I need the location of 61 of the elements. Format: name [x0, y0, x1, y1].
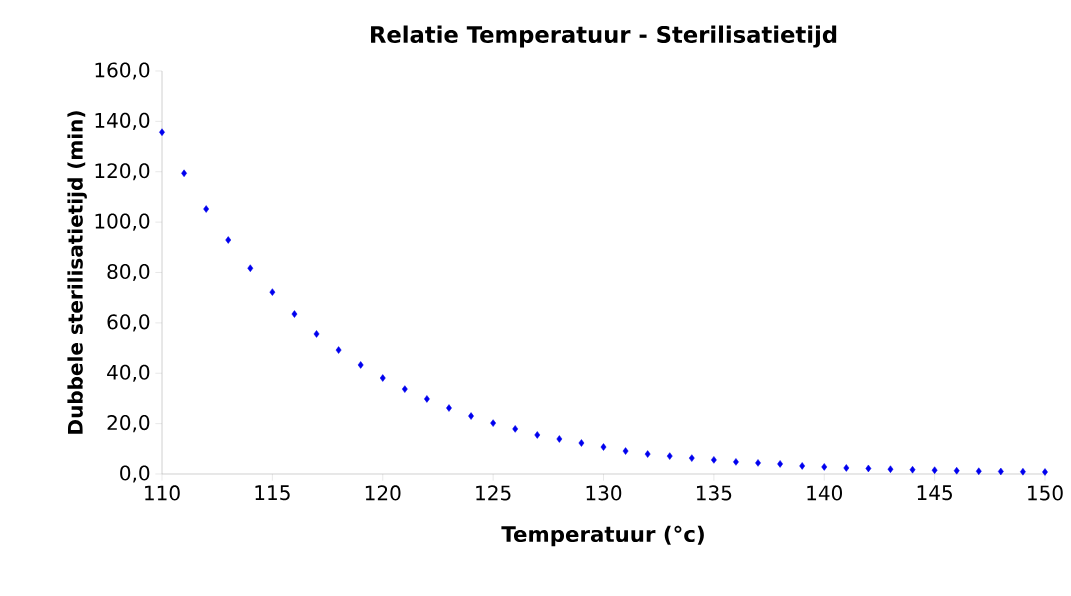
point — [600, 443, 607, 451]
y-tick-label: 120,0 — [95, 163, 150, 181]
point — [225, 236, 232, 244]
y-tick-label: 20,0 — [107, 415, 150, 433]
point — [159, 128, 165, 136]
point — [931, 466, 938, 474]
y-tick-label: 80,0 — [107, 263, 150, 282]
x-axis-title: Temperatuur (°c) — [501, 525, 704, 547]
point — [203, 205, 210, 213]
point — [666, 452, 673, 460]
y-tick-label: 40,0 — [107, 364, 150, 382]
x-tick-label: 145 — [917, 485, 952, 501]
x-tick-label: 130 — [586, 485, 622, 501]
point — [335, 346, 342, 354]
point — [534, 431, 541, 439]
point — [269, 288, 276, 296]
y-tick-label: 160,0 — [95, 62, 150, 80]
x-tick-label: 135 — [696, 485, 732, 501]
point — [997, 467, 1004, 476]
point — [357, 361, 364, 369]
point — [909, 465, 916, 474]
point — [556, 435, 563, 443]
x-tick-label: 115 — [255, 485, 290, 501]
point — [1042, 468, 1048, 476]
point — [821, 463, 828, 471]
point — [887, 465, 894, 473]
point — [313, 330, 320, 338]
y-tick-label: 140,0 — [95, 112, 150, 130]
point — [975, 467, 982, 475]
x-tick-label: 120 — [365, 485, 401, 501]
point — [843, 464, 850, 472]
point — [733, 458, 739, 466]
point — [777, 460, 783, 468]
x-tick-label: 150 — [1028, 485, 1063, 501]
point — [379, 374, 386, 382]
x-tick-label: 140 — [807, 485, 842, 501]
y-tick-label: 60,0 — [107, 314, 150, 332]
y-tick-label: 0,0 — [120, 465, 150, 483]
x-tick-label: 125 — [476, 485, 511, 501]
point — [953, 466, 960, 475]
y-tick-label: 100,0 — [95, 213, 150, 231]
y-axis-title: Dubbele sterilisatietijd (min) — [67, 111, 87, 434]
point — [401, 385, 408, 393]
point — [799, 462, 806, 470]
point — [446, 404, 452, 412]
chart-title: Relatie Temperatuur - Sterilisatietijd — [371, 25, 837, 48]
point — [512, 425, 519, 433]
point — [490, 419, 496, 427]
point — [291, 310, 298, 318]
x-tick-label: 110 — [145, 485, 180, 501]
point — [865, 464, 872, 473]
point — [578, 439, 585, 447]
point — [622, 447, 629, 455]
point — [755, 459, 761, 467]
point — [468, 412, 474, 420]
point — [644, 450, 651, 458]
point — [247, 264, 254, 272]
point — [688, 454, 695, 462]
point — [424, 395, 430, 403]
point — [711, 456, 717, 464]
point — [181, 169, 187, 177]
